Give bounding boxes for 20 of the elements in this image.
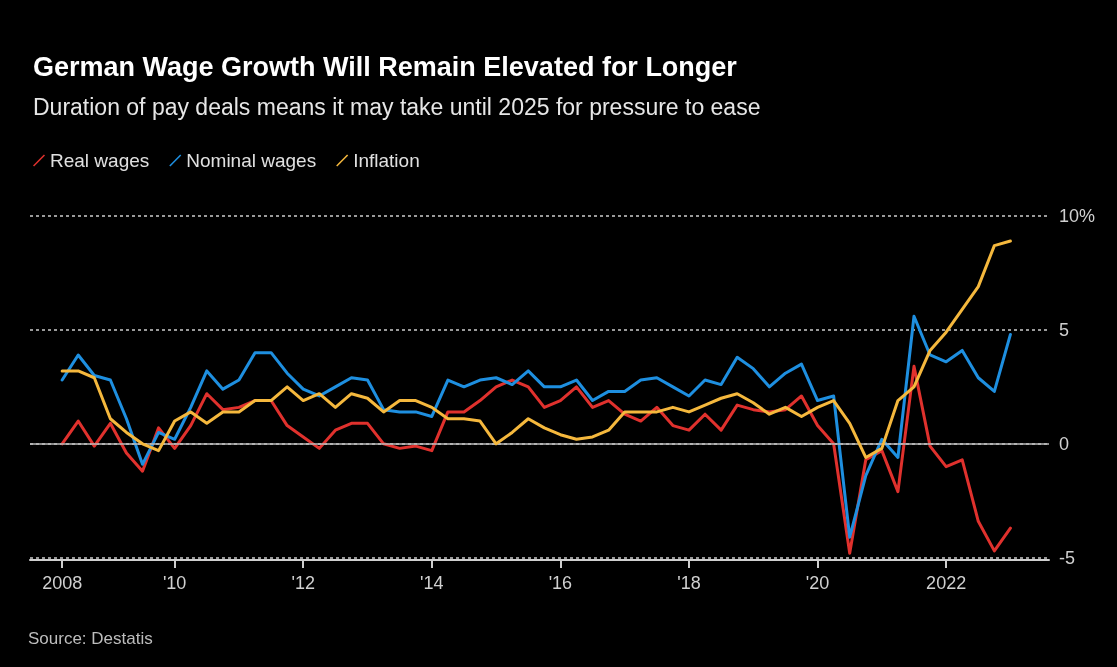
x-tick-label: 2022 [926,573,967,593]
x-tick-label: '18 [677,573,701,593]
x-tick-label: 2008 [42,573,83,593]
line-series [60,239,1012,459]
y-tick-label: -5 [1059,547,1076,568]
x-tick-label: '16 [548,573,573,593]
x-tick-label: '10 [162,573,187,593]
x-tick-label: '12 [291,573,315,593]
legend-label: Real wages [50,150,150,171]
source-note: Source: Destatis [28,629,153,648]
chart-subtitle: Duration of pay deals means it may take until 2025 for pressure to ease [33,93,761,120]
y-tick-label: 10% [1059,206,1096,226]
chart-title: German Wage Growth Will Remain Elevated for Longer [33,51,738,82]
legend-label: Inflation [353,150,420,171]
x-tick-label: '14 [420,573,444,593]
line-series [60,314,1012,539]
x-tick-label: '20 [805,573,830,593]
legend-label: Nominal wages [186,150,317,171]
y-tick-label: 0 [1059,433,1070,454]
y-tick-label: 5 [1059,319,1070,340]
